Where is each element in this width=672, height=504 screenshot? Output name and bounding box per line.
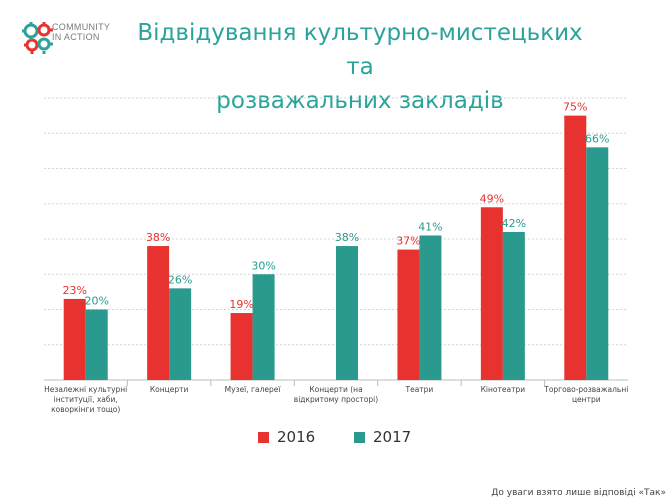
bar-2016-0 — [63, 298, 86, 380]
legend-swatch-2016 — [258, 431, 269, 443]
logo-text: COMMUNITY IN ACTION — [52, 22, 110, 42]
logo-text-line1: COMMUNITY — [52, 22, 111, 32]
gears-icon — [22, 22, 53, 54]
data-label-2016-1: 38% — [146, 231, 170, 244]
data-label-2017-3: 38% — [335, 231, 359, 244]
legend-label-2016: 2016 — [277, 428, 316, 446]
data-label-2017-2: 30% — [251, 259, 275, 272]
bar-2017-1 — [169, 288, 192, 380]
legend-item-2017: 2017 — [354, 428, 411, 446]
chart-title-line1: Відвідування культурно-мистецьких та — [137, 20, 583, 80]
category-label-6: центри — [572, 395, 601, 404]
category-label-4: Театри — [405, 385, 434, 394]
data-label-2016-2: 19% — [229, 298, 253, 311]
legend-swatch-2017 — [354, 431, 365, 443]
data-label-2016-5: 49% — [480, 192, 504, 205]
data-label-2017-6: 66% — [585, 132, 609, 145]
data-label-2016-6: 75% — [563, 101, 587, 114]
chart-title: Відвідування культурно-мистецьких та роз… — [120, 16, 600, 118]
community-in-action-logo — [18, 18, 128, 58]
bar-2016-2 — [230, 313, 253, 380]
category-label-0: інституції, хаби, — [54, 395, 118, 404]
bar-2017-6 — [586, 147, 609, 380]
data-label-2017-0: 20% — [84, 295, 108, 308]
bar-2016-1 — [147, 246, 170, 380]
logo-text-line2: IN ACTION — [52, 32, 100, 42]
bar-2017-5 — [502, 231, 525, 380]
bar-2017-0 — [85, 309, 108, 380]
category-label-0: Незалежні культурні — [44, 385, 127, 394]
legend-item-2016: 2016 — [258, 428, 315, 446]
bar-2017-3 — [336, 246, 358, 380]
bar-2017-2 — [252, 274, 275, 380]
data-label-2017-5: 42% — [502, 217, 526, 230]
chart-title-line2: розважальних закладів — [216, 88, 504, 114]
category-label-0: коворкінги тощо) — [51, 405, 120, 414]
category-label-5: Кінотеатри — [481, 385, 526, 394]
bar-2016-6 — [564, 115, 587, 380]
data-label-2017-4: 41% — [418, 220, 442, 233]
bar-2017-4 — [419, 235, 442, 380]
category-label-6: Торгово-розважальні — [543, 385, 628, 394]
bar-2016-5 — [480, 207, 503, 380]
legend-label-2017: 2017 — [373, 428, 412, 446]
data-label-2016-0: 23% — [62, 284, 86, 297]
data-label-2017-1: 26% — [168, 273, 192, 286]
category-label-2: Музеї, галереї — [225, 385, 282, 394]
category-label-3: відкритому просторі) — [294, 395, 378, 404]
footnote: До уваги взято лише відповіді «Так» — [491, 488, 666, 498]
data-label-2016-4: 37% — [396, 235, 420, 248]
chart-legend: 2016 2017 — [0, 428, 672, 452]
bar-2016-4 — [397, 249, 420, 380]
category-label-1: Концерти — [150, 385, 189, 394]
category-label-3: Концерти (на — [309, 385, 362, 394]
